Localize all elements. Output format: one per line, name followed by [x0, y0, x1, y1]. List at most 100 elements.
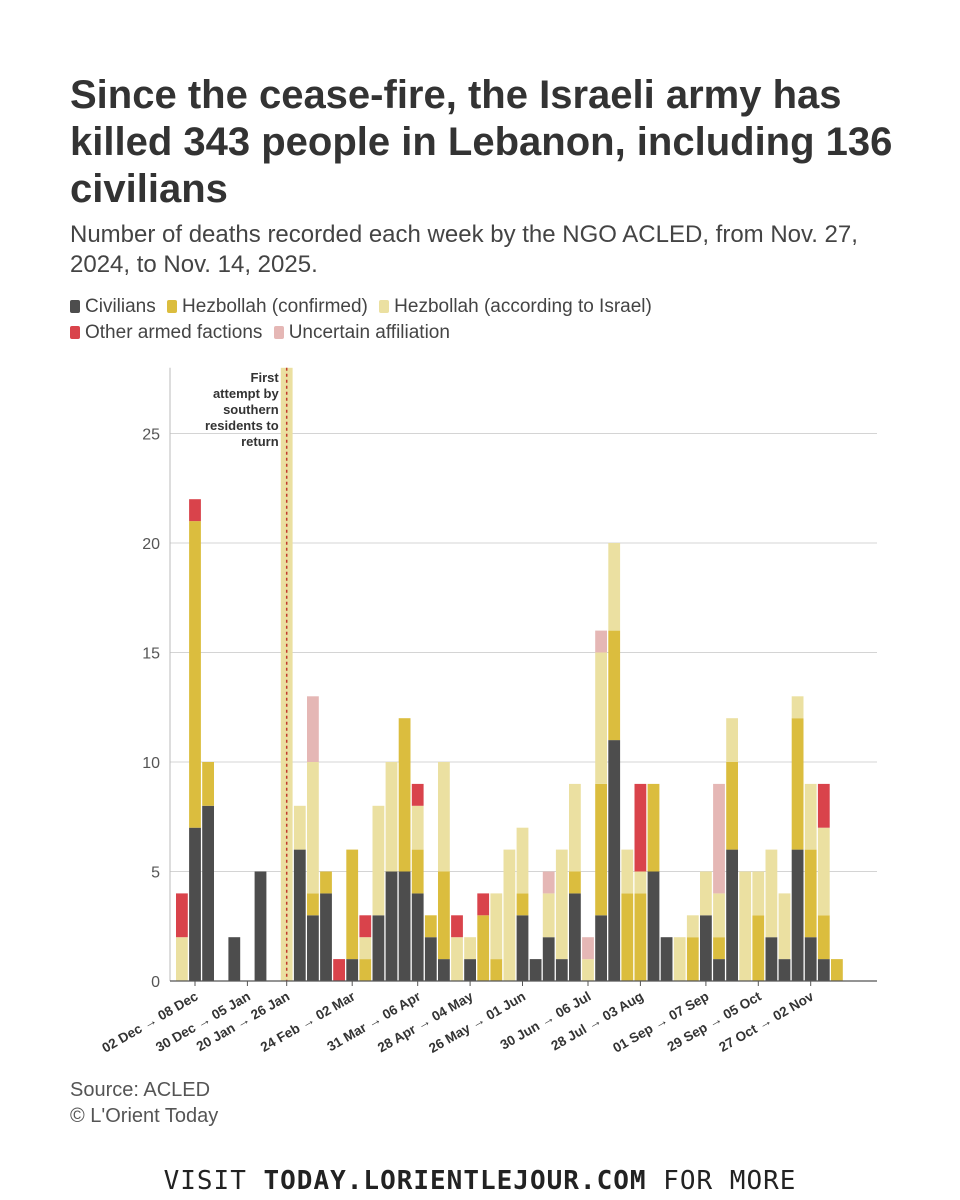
bar-segment-hezbollah-israel: [713, 893, 725, 938]
bar-segment-other-armed: [451, 915, 463, 938]
bar-segment-civilians: [647, 871, 660, 981]
chart-title: Since the cease-fire, the Israeli army h…: [70, 73, 893, 211]
chart-legend: Civilians Hezbollah (confirmed) Hezbolla…: [70, 294, 810, 346]
x-tick-label: 29 Sep → 05 Oct: [665, 988, 765, 1054]
bar-segment-hezbollah-confirmed: [398, 718, 411, 872]
bar-segment-hezbollah-confirmed: [647, 783, 660, 872]
legend-swatch-hezbollah-confirmed: [167, 300, 178, 313]
annotation-text: southern: [223, 402, 279, 417]
footer-prefix: VISIT: [163, 1166, 264, 1196]
legend-item-hezbollah-confirmed: Hezbollah (confirmed): [167, 294, 368, 320]
bar-segment-civilians: [228, 937, 241, 981]
bar-segment-hezbollah-israel: [385, 762, 398, 872]
bar-segment-hezbollah-confirmed: [202, 762, 214, 806]
bar-segment-hezbollah-israel: [451, 937, 463, 981]
legend-item-other-armed: Other armed factions: [70, 320, 262, 346]
bar-segment-other-armed: [634, 783, 647, 872]
legend-swatch-uncertain: [273, 326, 284, 339]
bar-segment-other-armed: [176, 893, 188, 938]
source-text: Source: ACLED: [70, 1079, 211, 1101]
bar-segment-hezbollah-israel: [700, 871, 712, 916]
bar-segment-other-armed: [359, 915, 372, 938]
x-tick-label: 27 Oct → 02 Nov: [716, 988, 816, 1055]
bar-segment-hezbollah-confirmed: [490, 959, 503, 981]
bar-segment-hezbollah-israel: [765, 849, 778, 938]
bar-segment-civilians: [700, 915, 712, 981]
bar-segment-other-armed: [333, 959, 345, 981]
bar-segment-hezbollah-israel: [490, 893, 503, 960]
bar-segment-hezbollah-israel: [411, 805, 424, 850]
bar-segment-civilians: [555, 959, 568, 981]
bar-segment-uncertain: [595, 630, 607, 653]
bar-segment-civilians: [595, 915, 607, 981]
footer-site-link[interactable]: TODAY.LORIENTLEJOUR.COM: [263, 1166, 647, 1196]
bar-segment-uncertain: [542, 871, 555, 894]
bar-segment-hezbollah-israel: [359, 937, 372, 960]
bar-segment-hezbollah-israel: [752, 871, 765, 916]
bar-segment-civilians: [385, 871, 398, 981]
bar-segment-civilians: [424, 937, 437, 981]
bar-segment-civilians: [320, 893, 332, 981]
bar-segment-hezbollah-confirmed: [346, 849, 359, 960]
bar-segment-hezbollah-israel: [608, 543, 621, 631]
bar-segment-uncertain: [307, 696, 319, 762]
bar-segment-civilians: [726, 849, 738, 981]
bar-segment-civilians: [542, 937, 555, 981]
footer-suffix: FOR MORE: [646, 1166, 797, 1196]
bar-segment-other-armed: [817, 783, 830, 828]
y-tick-label: 25: [142, 427, 160, 444]
bar-segment-hezbollah-israel: [569, 783, 581, 872]
bar-segment-hezbollah-israel: [464, 937, 476, 960]
bar-segment-hezbollah-confirmed: [804, 849, 817, 938]
bar-segment-civilians: [817, 959, 830, 981]
bar-segment-uncertain: [582, 937, 594, 960]
bar-segment-hezbollah-israel: [817, 827, 830, 916]
bar-segment-civilians: [713, 959, 725, 981]
bar-segment-hezbollah-israel: [516, 827, 529, 894]
bar-segment-civilians: [254, 871, 267, 981]
bar-segment-hezbollah-confirmed: [516, 893, 529, 916]
bar-segment-hezbollah-israel: [582, 959, 594, 981]
bar-segment-hezbollah-confirmed: [569, 871, 581, 894]
bar-segment-hezbollah-israel: [176, 937, 188, 981]
legend-swatch-hezbollah-israel: [379, 300, 390, 313]
bar-segment-hezbollah-confirmed: [608, 630, 621, 741]
bar-segment-hezbollah-confirmed: [477, 915, 490, 981]
bar-segment-hezbollah-confirmed: [791, 718, 804, 850]
legend-label-civilians: Civilians: [85, 296, 156, 317]
bar-segment-hezbollah-confirmed: [752, 915, 765, 981]
legend-item-uncertain: Uncertain affiliation: [273, 320, 450, 346]
bar-segment-civilians: [293, 849, 306, 981]
bar-segment-hezbollah-israel: [293, 805, 306, 850]
bar-segment-civilians: [411, 893, 424, 981]
bar-segment-civilians: [778, 959, 791, 981]
legend-item-civilians: Civilians: [70, 294, 156, 320]
bar-segment-civilians: [569, 893, 581, 981]
legend-label-other-armed: Other armed factions: [85, 322, 263, 343]
bar-segment-hezbollah-confirmed: [411, 849, 424, 894]
bar-segment-hezbollah-confirmed: [621, 893, 634, 981]
bar-segment-hezbollah-confirmed: [817, 915, 830, 960]
bar-segment-hezbollah-confirmed: [831, 959, 843, 981]
bar-segment-civilians: [804, 937, 817, 981]
legend-label-hezbollah-israel: Hezbollah (according to Israel): [394, 296, 652, 317]
bar-segment-hezbollah-israel: [791, 696, 804, 719]
bar-segment-hezbollah-israel: [726, 718, 738, 762]
bar-segment-hezbollah-israel: [503, 849, 516, 981]
bar-segment-hezbollah-israel: [555, 849, 568, 960]
footer-banner: VISIT TODAY.LORIENTLEJOUR.COM FOR MORE: [0, 1166, 960, 1196]
bar-segment-hezbollah-confirmed: [713, 937, 725, 960]
source-block: Source: ACLED © L'Orient Today: [70, 1077, 218, 1129]
bar-segment-civilians: [660, 937, 673, 981]
bar-segment-hezbollah-israel: [739, 871, 752, 981]
x-tick-label: 28 Apr → 04 May: [375, 988, 476, 1055]
annotation-text: return: [241, 434, 279, 449]
bar-segment-hezbollah-israel: [438, 762, 450, 872]
chart-subtitle: Number of deaths recorded each week by t…: [70, 221, 858, 278]
legend-item-hezbollah-israel: Hezbollah (according to Israel): [379, 294, 652, 320]
bar-segment-hezbollah-israel: [804, 783, 817, 850]
bar-segment-hezbollah-confirmed: [726, 762, 738, 850]
bar-segment-other-armed: [189, 499, 201, 522]
annotation-text: First: [251, 370, 280, 385]
